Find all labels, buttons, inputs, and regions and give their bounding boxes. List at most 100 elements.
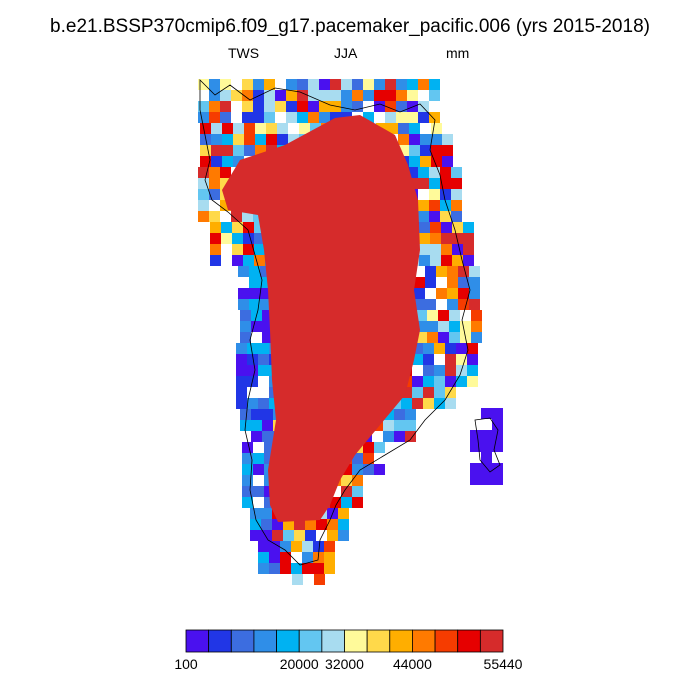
grid-cell (242, 464, 253, 475)
grid-cell (434, 343, 445, 354)
grid-cell (492, 463, 503, 474)
grid-cell (427, 332, 438, 343)
grid-cell (253, 464, 264, 475)
grid-cell (264, 453, 275, 464)
grid-cell (396, 90, 407, 101)
grid-cell (327, 519, 338, 530)
grid-cell (419, 244, 430, 255)
grid-cell (467, 365, 478, 376)
grid-cell (291, 563, 302, 574)
grid-cell (492, 430, 503, 441)
grid-cell (220, 178, 231, 189)
grid-cell (405, 409, 416, 420)
grid-cell (481, 463, 492, 474)
grid-cell (314, 574, 325, 585)
grid-cell (418, 167, 429, 178)
grid-cell (418, 101, 429, 112)
grid-cell (209, 79, 220, 90)
grid-cell (266, 134, 277, 145)
grid-cell (244, 123, 255, 134)
grid-cell (254, 255, 265, 266)
grid-cell (352, 90, 363, 101)
grid-cell (385, 112, 396, 123)
grid-cell (242, 486, 253, 497)
grid-cell (255, 123, 266, 134)
grid-cell (458, 277, 469, 288)
grid-cell (249, 266, 260, 277)
grid-cell (280, 541, 291, 552)
grid-cell (409, 134, 420, 145)
grid-cell (440, 189, 451, 200)
grid-cell (463, 222, 474, 233)
grid-cell (492, 441, 503, 452)
grid-cell (407, 101, 418, 112)
grid-cell (210, 255, 221, 266)
grid-cell (210, 244, 221, 255)
coastline (474, 417, 501, 473)
grid-cell (419, 222, 430, 233)
grid-cell (316, 519, 327, 530)
grid-cell (409, 145, 420, 156)
grid-cell (385, 90, 396, 101)
colorbar-swatch (412, 629, 436, 653)
grid-cell (255, 145, 266, 156)
grid-cell (308, 90, 319, 101)
grid-cell (250, 508, 261, 519)
grid-cell (200, 145, 211, 156)
grid-cell (451, 189, 462, 200)
grid-cell (449, 310, 460, 321)
grid-cell (258, 541, 269, 552)
grid-cell (414, 299, 425, 310)
grid-cell (418, 112, 429, 123)
grid-cell (452, 233, 463, 244)
grid-cell (238, 299, 249, 310)
grid-cell (412, 376, 423, 387)
grid-cell (458, 299, 469, 310)
grid-cell (209, 90, 220, 101)
grid-cell (261, 519, 272, 530)
grid-cell (398, 134, 409, 145)
grid-cell (423, 376, 434, 387)
grid-cell (374, 442, 385, 453)
grid-cell (387, 123, 398, 134)
grid-cell (236, 376, 247, 387)
grid-cell (220, 90, 231, 101)
grid-cell (467, 354, 478, 365)
grid-cell (264, 90, 275, 101)
grid-cell (374, 464, 385, 475)
grid-cell (297, 112, 308, 123)
grid-cell (363, 453, 374, 464)
coastline (199, 79, 471, 566)
grid-cell (258, 354, 269, 365)
grid-cell (469, 299, 480, 310)
grid-cell (407, 79, 418, 90)
grid-cell (210, 222, 221, 233)
grid-cell (277, 134, 288, 145)
grid-cell (398, 123, 409, 134)
grid-cell (438, 310, 449, 321)
grid-cell (222, 156, 233, 167)
grid-cell (418, 200, 429, 211)
grid-cell (302, 541, 313, 552)
grid-cell (242, 101, 253, 112)
grid-cell (398, 145, 409, 156)
grid-cell (429, 189, 440, 200)
grid-cell (401, 398, 412, 409)
grid-cell (470, 430, 481, 441)
grid-cell (238, 288, 249, 299)
grid-cell (419, 255, 430, 266)
grid-cell (418, 211, 429, 222)
grid-cell (419, 233, 430, 244)
colorbar-swatch (321, 629, 345, 653)
grid-cell (286, 90, 297, 101)
grid-cell (313, 563, 324, 574)
grid-cell (460, 321, 471, 332)
grid-cell (423, 343, 434, 354)
grid-cell (396, 101, 407, 112)
grid-cell (251, 420, 262, 431)
grid-cell (407, 112, 418, 123)
grid-cell (209, 112, 220, 123)
grid-cell (471, 321, 482, 332)
grid-cell (385, 101, 396, 112)
grid-cell (363, 464, 374, 475)
